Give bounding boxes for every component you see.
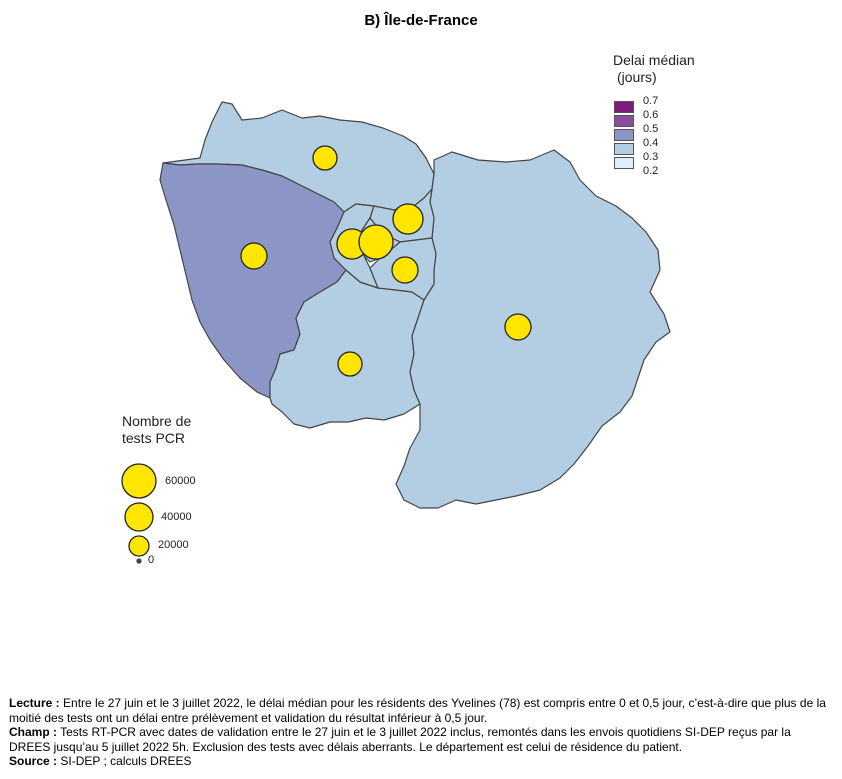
color-swatch-label: 0.5 [643,123,659,135]
color-swatch-0.7 [614,101,634,113]
color-swatch-label: 0.4 [643,137,659,149]
color-swatch-label: 0.7 [643,95,659,107]
color-swatch-0.4 [614,143,634,155]
size-legend-bubble-40000 [124,502,154,532]
champ-note: Champ : Tests RT-PCR avec dates de valid… [9,725,834,754]
notes: Lecture : Entre le 27 juin et le 3 juill… [9,696,834,769]
color-swatch-label: 0.3 [643,151,659,163]
color-swatch-label: 0.6 [643,109,659,121]
champ-label: Champ : [9,725,57,739]
size-legend-label: 60000 [165,475,196,487]
color-swatch-0.5 [614,129,634,141]
size-legend-bubble-0 [136,558,142,564]
size-legend-title-line2: tests PCR [122,430,186,446]
source-note: Source : SI-DEP ; calculs DREES [9,754,834,769]
size-legend-label: 0 [148,554,155,566]
bubble-91-essonne[interactable] [337,351,363,377]
color-swatch-label: 0.2 [643,165,659,177]
bubble-95-val-doise[interactable] [312,145,338,171]
size-legend-title-line1: Nombre de [122,413,192,429]
color-swatch-0.3 [614,157,634,169]
ile-de-france-map [121,101,671,564]
department-77-seine-et-marne[interactable] [395,149,671,509]
bubble-77-seine-et-marne[interactable] [504,313,532,341]
source-label: Source : [9,754,58,768]
bubble-94-val-de-marne[interactable] [391,256,419,284]
bubble-78-yvelines[interactable] [240,242,268,270]
color-legend-title-line1: Delai médian [613,52,695,68]
champ-text: Tests RT-PCR avec dates de validation en… [9,725,791,754]
color-legend-title-line2: (jours) [617,69,657,85]
lecture-note: Lecture : Entre le 27 juin et le 3 juill… [9,696,834,725]
lecture-label: Lecture : [9,696,60,710]
size-legend-bubble-60000 [121,463,157,499]
size-legend-label: 20000 [158,539,189,551]
size-legend-bubble-20000 [128,535,150,557]
bubble-75-paris[interactable] [358,224,394,260]
source-text: SI-DEP ; calculs DREES [60,754,192,768]
size-legend-title: Nombre de tests PCR [122,413,232,447]
map-title: B) Île-de-France [364,12,478,29]
color-legend-title: Delai médian (jours) [613,52,723,86]
lecture-text: Entre le 27 juin et le 3 juillet 2022, l… [9,696,826,725]
color-swatch-0.6 [614,115,634,127]
bubble-93-seine-saint-denis[interactable] [392,203,424,235]
size-legend-label: 40000 [161,511,192,523]
